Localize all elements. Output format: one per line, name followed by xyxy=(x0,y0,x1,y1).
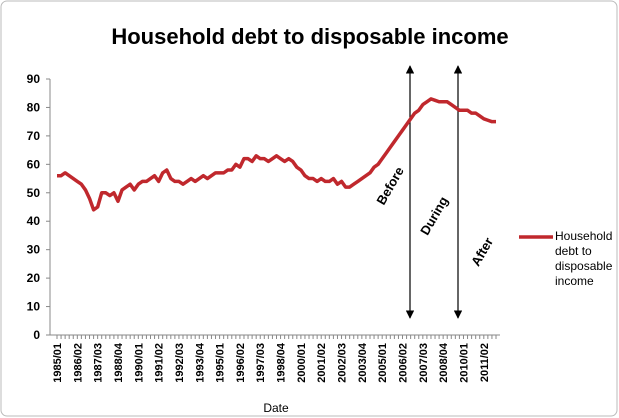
x-tick-label: 2002/03 xyxy=(337,343,349,383)
x-tick-label: 1993/04 xyxy=(194,342,206,383)
x-tick-label: 1992/03 xyxy=(174,343,186,383)
chart-title: Household debt to disposable income xyxy=(111,24,508,49)
x-tick-label: 2001/02 xyxy=(316,343,328,383)
y-tick-label: 30 xyxy=(27,243,41,257)
y-tick-label: 40 xyxy=(27,214,41,228)
x-tick-label: 2010/01 xyxy=(458,343,470,383)
y-tick-label: 80 xyxy=(27,100,41,114)
x-tick-label: 1998/04 xyxy=(276,342,288,383)
x-tick-label: 1997/03 xyxy=(255,343,267,383)
data-line xyxy=(57,97,496,212)
y-tick-label: 10 xyxy=(27,300,41,314)
x-tick-label: 2003/04 xyxy=(357,342,369,383)
x-tick-label: 2000/01 xyxy=(296,343,308,383)
x-tick-label: 2006/02 xyxy=(398,343,410,383)
y-tick-label: 70 xyxy=(27,129,41,143)
x-tick-label: 1985/01 xyxy=(52,343,64,383)
y-tick-label: 90 xyxy=(27,72,41,86)
x-tick-label: 2007/03 xyxy=(418,343,430,383)
x-tick-label: 1996/02 xyxy=(235,343,247,383)
y-tick-label: 50 xyxy=(27,186,41,200)
x-tick-label: 2005/01 xyxy=(377,343,389,383)
x-tick-label: 1991/02 xyxy=(154,343,166,383)
x-tick-label: 1988/04 xyxy=(113,342,125,383)
x-tick-label: 1995/01 xyxy=(215,343,227,383)
x-tick-label: 1986/02 xyxy=(72,343,84,383)
x-tick-label: 1987/03 xyxy=(93,343,105,383)
x-tick-label: 2008/04 xyxy=(438,342,450,383)
x-tick-label: 2011/02 xyxy=(479,343,491,382)
x-tick-label: 1990/01 xyxy=(133,343,145,383)
y-tick-label: 20 xyxy=(27,271,41,285)
legend-label: Household debt to disposable income xyxy=(555,229,613,288)
y-tick-label: 0 xyxy=(33,328,40,342)
y-tick-label: 60 xyxy=(27,157,41,171)
x-axis-label: Date xyxy=(263,401,289,415)
